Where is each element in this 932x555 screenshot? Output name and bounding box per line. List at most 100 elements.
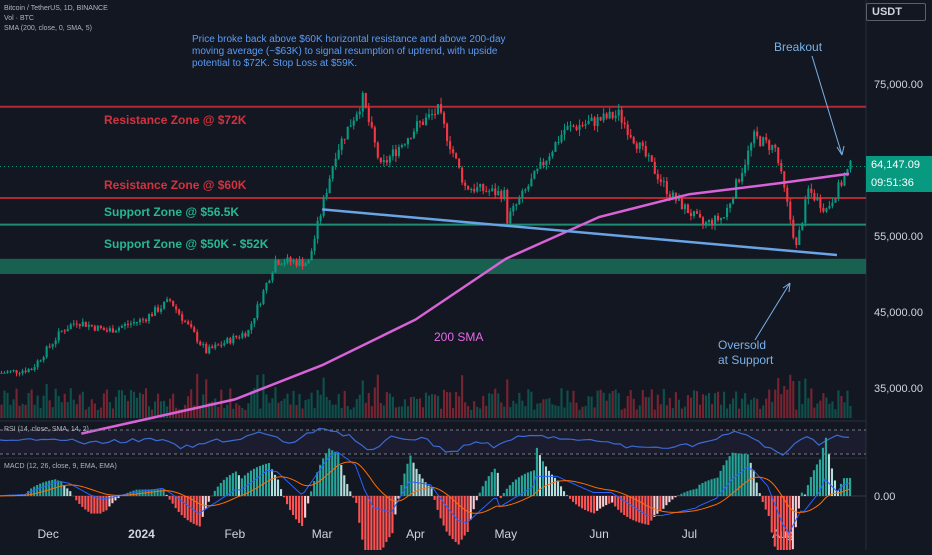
- candle-body: [711, 220, 713, 225]
- macd-histogram-bar: [479, 493, 481, 496]
- candle-body: [518, 198, 520, 204]
- volume-bar: [109, 402, 111, 418]
- candle-body: [594, 118, 596, 126]
- symbol-legend[interactable]: Bitcoin / TetherUS, 1D, BINANCE: [4, 4, 108, 13]
- macd-histogram-bar: [446, 496, 448, 532]
- candle-body: [666, 181, 668, 194]
- candle-body: [780, 163, 782, 171]
- candle-body: [470, 189, 472, 190]
- candle-body: [94, 326, 96, 331]
- candle-body: [320, 216, 322, 221]
- candle-body: [214, 345, 216, 349]
- support-56k-label: Support Zone @ $56.5K: [104, 205, 239, 219]
- macd-histogram-bar: [90, 496, 92, 514]
- macd-histogram-bar: [557, 481, 559, 496]
- candle-body: [449, 141, 451, 149]
- macd-histogram-bar: [771, 496, 773, 533]
- macd-histogram-bar: [572, 496, 574, 502]
- candle-body: [0, 373, 2, 374]
- macd-histogram-bar: [530, 471, 532, 496]
- macd-histogram-bar: [331, 450, 333, 496]
- candle-body: [789, 202, 791, 220]
- macd-histogram-bar: [385, 496, 387, 542]
- volume-bar: [274, 387, 276, 418]
- macd-histogram-bar: [190, 496, 192, 522]
- volume-bar: [813, 408, 815, 418]
- candle-body: [398, 147, 400, 156]
- macd-histogram-bar: [340, 465, 342, 496]
- volume-bar: [305, 400, 307, 418]
- macd-histogram-bar: [403, 474, 405, 496]
- volume-bar: [789, 375, 791, 418]
- volume-bar: [28, 393, 30, 418]
- volume-bar: [130, 390, 132, 418]
- macd-histogram-bar: [485, 481, 487, 496]
- candle-body: [97, 326, 99, 331]
- candle-body: [741, 173, 743, 182]
- candle-body: [819, 198, 821, 208]
- volume-bar: [479, 408, 481, 418]
- volume-bar: [70, 388, 72, 418]
- volume-bar: [792, 381, 794, 418]
- macd-histogram-bar: [545, 466, 547, 496]
- candle-body: [759, 136, 761, 146]
- macd-histogram-bar: [729, 456, 731, 496]
- volume-bar: [154, 401, 156, 418]
- resistance-72k-label: Resistance Zone @ $72K: [104, 113, 246, 127]
- volume-bar: [437, 396, 439, 418]
- volume-bar: [425, 393, 427, 418]
- volume-bar: [0, 405, 2, 418]
- macd-histogram-bar: [801, 493, 803, 496]
- rsi-legend[interactable]: RSI (14, close, SMA, 14, 2): [4, 426, 89, 433]
- macd-histogram-bar: [135, 490, 137, 496]
- volume-bar: [524, 406, 526, 418]
- candle-body: [615, 116, 617, 119]
- macd-histogram-bar: [744, 454, 746, 496]
- volume-bar: [121, 390, 123, 418]
- oversold-arrowhead: [783, 283, 790, 292]
- macd-histogram-bar: [75, 496, 77, 500]
- candle-body: [64, 331, 66, 332]
- candle-body: [765, 137, 767, 140]
- sma-legend[interactable]: SMA (200, close, 0, SMA, 5): [4, 24, 92, 33]
- candle-body: [40, 360, 42, 361]
- candle-body: [720, 218, 722, 220]
- macd-histogram-bar: [656, 496, 658, 514]
- volume-legend[interactable]: Vol · BTC: [4, 14, 34, 23]
- candle-body: [73, 323, 75, 324]
- currency-selector[interactable]: USDT: [866, 3, 926, 21]
- candle-body: [139, 319, 141, 322]
- candle-body: [226, 338, 228, 343]
- analysis-note: Price broke back above $60K horizontal r…: [192, 34, 532, 70]
- volume-bar: [621, 410, 623, 418]
- candle-body: [371, 122, 373, 127]
- macd-legend[interactable]: MACD (12, 26, close, 9, EMA, EMA): [4, 463, 117, 470]
- volume-bar: [401, 406, 403, 418]
- time-tick-label: May: [494, 527, 517, 541]
- macd-histogram-bar: [683, 492, 685, 496]
- candle-body: [205, 344, 207, 353]
- macd-histogram-bar: [361, 496, 363, 540]
- volume-bar: [365, 403, 367, 418]
- volume-bar: [145, 388, 147, 418]
- candle-body: [840, 182, 842, 185]
- volume-bar: [765, 399, 767, 418]
- macd-histogram-bar: [157, 489, 159, 496]
- candle-body: [446, 124, 448, 141]
- candle-body: [401, 145, 403, 147]
- volume-bar: [639, 405, 641, 418]
- macd-histogram-bar: [60, 481, 62, 496]
- volume-bar: [461, 375, 463, 418]
- volume-bar: [690, 398, 692, 418]
- macd-histogram-bar: [491, 472, 493, 496]
- candle-body: [801, 223, 803, 230]
- candle-body: [464, 183, 466, 186]
- candle-body: [443, 113, 445, 124]
- macd-histogram-bar: [680, 494, 682, 496]
- candle-body: [277, 260, 279, 265]
- volume-bar: [669, 398, 671, 418]
- candle-body: [624, 123, 626, 125]
- candle-body: [575, 127, 577, 130]
- candle-body: [262, 291, 264, 304]
